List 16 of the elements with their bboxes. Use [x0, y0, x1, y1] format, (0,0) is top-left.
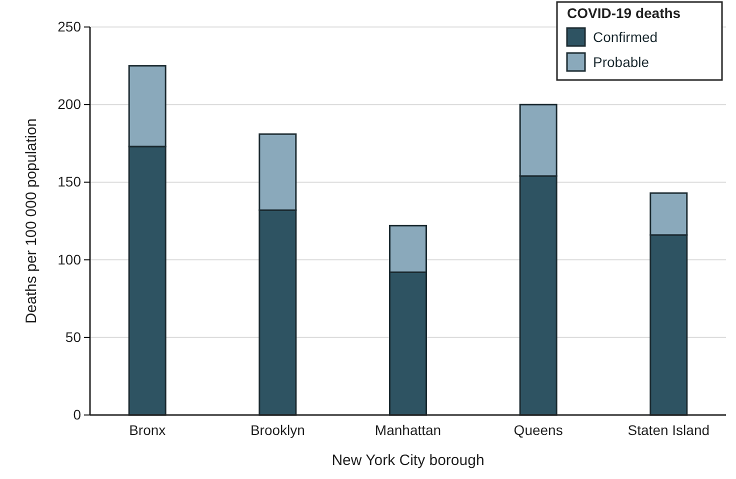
- x-tick-label: Brooklyn: [250, 422, 305, 438]
- y-tick-label: 100: [58, 251, 82, 268]
- legend-label: Confirmed: [593, 29, 658, 45]
- y-tick-label: 200: [58, 96, 82, 112]
- y-tick-label: 250: [58, 18, 82, 34]
- x-tick-label: Queens: [514, 422, 563, 438]
- y-axis-title: Deaths per 100 000 population: [23, 118, 40, 324]
- x-tick-label: Manhattan: [374, 422, 442, 438]
- legend-title: COVID-19 deaths: [567, 5, 681, 21]
- y-tick-label: 50: [65, 328, 82, 345]
- y-tick-label: 150: [58, 174, 82, 190]
- x-tick-label: Bronx: [129, 422, 166, 438]
- x-axis-title: New York City borough: [332, 452, 484, 469]
- x-tick-label: Staten Island: [628, 422, 710, 438]
- legend-label: Probable: [593, 54, 650, 70]
- y-tick-label: 0: [73, 406, 82, 422]
